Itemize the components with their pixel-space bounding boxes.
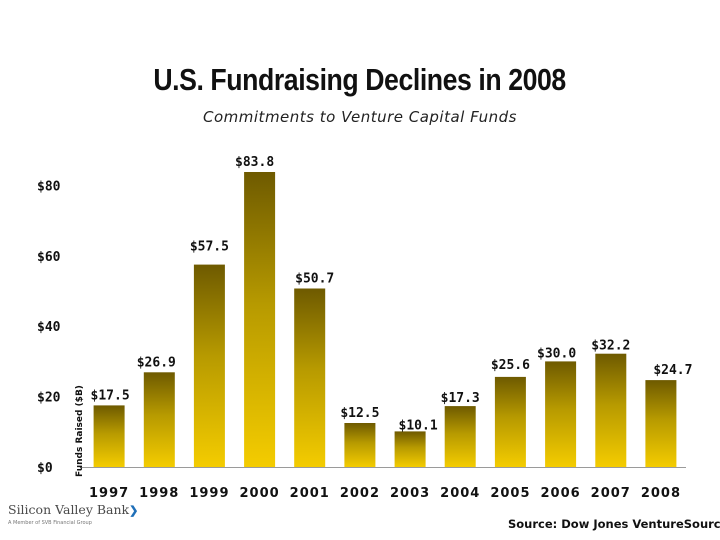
x-tick-2005: 2005 <box>490 486 530 501</box>
y-tick-20: $20 <box>37 391 61 406</box>
y-tick-0: $0 <box>37 461 53 476</box>
value-label-2000: $83.8 <box>235 155 274 170</box>
bar-2004 <box>444 406 476 467</box>
source-note: Source: Dow Jones VentureSource <box>508 517 720 531</box>
value-label-2007: $32.2 <box>591 339 630 354</box>
y-axis-ticks: $0 $20 $40 $60 $80 <box>37 179 61 476</box>
chart-subtitle: Commitments to Venture Capital Funds <box>203 108 517 126</box>
x-tick-2002: 2002 <box>340 486 380 501</box>
chevron-right-icon: ❯ <box>129 504 139 517</box>
bar-2002 <box>344 423 376 467</box>
x-tick-2001: 2001 <box>290 486 330 501</box>
bar-1999 <box>193 264 225 467</box>
y-tick-60: $60 <box>37 250 61 265</box>
bar-2006 <box>545 361 577 467</box>
x-axis-ticks: 1997 1998 1999 2000 2001 2002 2003 2004 2005 2006… <box>89 486 681 501</box>
value-label-2006: $30.0 <box>537 346 576 361</box>
value-label-1997: $17.5 <box>91 388 130 403</box>
value-labels: $17.5 $26.9 $57.5 $83.8 $50.7 $12.5 $10.1$17.3… <box>91 155 693 433</box>
bar-2005 <box>494 376 526 467</box>
bars-group <box>93 172 677 467</box>
x-tick-1997: 1997 <box>89 486 129 501</box>
x-tick-2006: 2006 <box>540 486 580 501</box>
x-tick-2007: 2007 <box>591 486 631 501</box>
bar-2003 <box>394 431 426 467</box>
value-label-2001: $50.7 <box>295 272 334 287</box>
value-label-2008: $24.7 <box>653 363 692 378</box>
y-tick-40: $40 <box>37 320 61 335</box>
bar-2000 <box>244 172 276 467</box>
bar-2007 <box>595 353 627 467</box>
x-tick-2008: 2008 <box>641 486 681 501</box>
x-tick-2003: 2003 <box>390 486 430 501</box>
bar-2008 <box>645 380 677 467</box>
value-label-1998: $26.9 <box>137 355 176 370</box>
x-tick-1999: 1999 <box>189 486 229 501</box>
bar-2001 <box>294 288 326 467</box>
value-label-1999: $57.5 <box>190 240 229 255</box>
y-tick-80: $80 <box>37 179 61 194</box>
chart-title: U.S. Fundraising Declines in 2008 <box>153 62 566 97</box>
logo-tagline: A Member of SVB Financial Group <box>8 520 92 526</box>
y-axis-label: Funds Raised ($B) <box>75 385 85 477</box>
value-label-2004: $17.3 <box>441 391 480 406</box>
value-label-2003: $10.1 <box>399 418 438 433</box>
bar-1998 <box>143 372 175 467</box>
x-tick-2004: 2004 <box>440 486 480 501</box>
x-tick-2000: 2000 <box>239 486 279 501</box>
logo-name: Silicon Valley Bank <box>8 502 130 517</box>
value-label-2002: $12.5 <box>340 406 379 421</box>
company-logo: Silicon Valley Bank❯ A Member of SVB Fin… <box>8 502 148 534</box>
x-tick-1998: 1998 <box>139 486 179 501</box>
bar-1997 <box>93 405 125 467</box>
value-label-2005: $25.6 <box>491 358 530 373</box>
